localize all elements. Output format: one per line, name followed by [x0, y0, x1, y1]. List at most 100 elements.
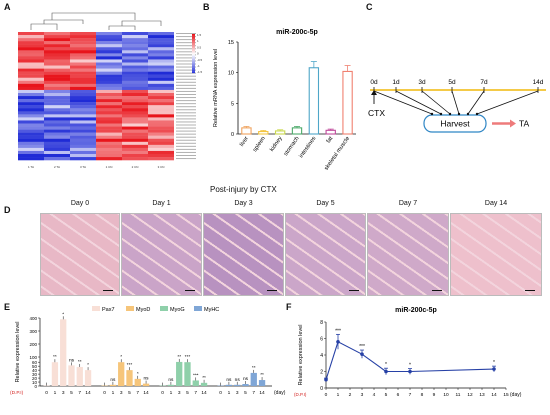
row-label-mark: [176, 75, 196, 77]
heatmap-cell: [44, 123, 70, 127]
heatmap-cell: [44, 83, 70, 88]
row-label-mark: [176, 81, 196, 83]
heatmap-cell: [96, 68, 122, 72]
chart-e-bar: [225, 384, 233, 386]
heatmap-cell: [96, 44, 122, 48]
chart-e-bar: [109, 384, 117, 386]
heatmap-cell: [44, 99, 70, 103]
histology-image: [203, 213, 284, 296]
chart-e-x-tick-label: 3: [120, 390, 123, 396]
histology-image: [367, 213, 449, 296]
row-label-mark: [176, 84, 196, 86]
chart-e-significance: **: [202, 375, 206, 381]
tissue-expression-chart: miR-200c-5p 0 5 10 15 Relative mRNA expressio…: [213, 29, 356, 172]
chart-f-x-tick-label: 8: [421, 392, 424, 398]
row-label-mark: [176, 130, 196, 132]
chart-e-significance: **: [252, 365, 256, 371]
heatmap-cell: [70, 132, 96, 136]
heatmap-cell: [18, 99, 44, 103]
chart-e-legend-swatch: [160, 306, 168, 311]
heatmap-cell: [70, 32, 96, 36]
heatmap-cell: [18, 138, 44, 142]
heatmap-cell: [96, 62, 122, 66]
chart-b-bar: [342, 70, 353, 135]
chart-f-y-tick-label: 2: [320, 369, 323, 375]
chart-e-significance: **: [78, 359, 82, 365]
row-label-mark: [176, 139, 196, 141]
color-scale-step: [192, 70, 195, 72]
chart-b-y-tick-label: 0: [231, 132, 234, 138]
chart-f-y-tick-label: 6: [320, 336, 323, 342]
chart-e-legend-label: MyoD: [136, 307, 150, 313]
row-label-mark: [176, 112, 196, 114]
timeline-day-label: 1d: [392, 79, 400, 86]
harvest-label: Harvest: [440, 119, 470, 129]
heatmap-cell: [70, 77, 96, 81]
heatmap-cell: [96, 99, 122, 103]
heatmap-cell: [70, 150, 96, 155]
histology-image: [450, 213, 542, 296]
heatmap-cell: [18, 96, 44, 100]
chart-f-point: [408, 369, 412, 374]
heatmap-cell: [96, 65, 122, 69]
chart-e-y-tick-label: 300: [29, 329, 37, 334]
heatmap-cell: [122, 102, 148, 106]
histology-day-label: Day 5: [316, 200, 335, 207]
heatmap-cell: [18, 157, 44, 161]
heatmap-cell: [148, 135, 174, 139]
chart-f-significance: *: [493, 360, 495, 366]
chart-f-x-tick-label: 1: [337, 392, 340, 398]
chart-e-significance: ***: [127, 362, 133, 368]
color-scale-step: [192, 67, 195, 70]
heatmap-cell: [148, 68, 174, 72]
heatmap-cell: [122, 50, 148, 54]
histology-day-label: Day 7: [398, 200, 418, 207]
timeline-day-label: 0d: [370, 79, 378, 86]
chart-e-legend-swatch: [92, 306, 100, 311]
heatmap-cell: [122, 56, 148, 60]
chart-b-y-tick-label: 10: [228, 71, 234, 77]
heatmap-cell: [148, 105, 174, 109]
chart-e-x-tick-label: 3: [236, 390, 239, 396]
chart-e-x-tick-label: 1: [228, 390, 231, 396]
chart-f-y-tick-label: 0: [320, 386, 323, 392]
heatmap-cell: [70, 117, 96, 121]
chart-f-y-tick-label: 4: [320, 353, 323, 359]
color-scale-tick: 1: [197, 39, 199, 43]
heatmap-cell: [148, 53, 174, 57]
row-label-mark: [176, 33, 196, 34]
heatmap-cell: [18, 111, 44, 115]
heatmap-cell: [18, 68, 44, 72]
heatmap-cell: [44, 86, 70, 91]
heatmap-cell: [18, 47, 44, 51]
heatmap-cell: [70, 65, 96, 69]
heatmap-cell: [96, 135, 122, 139]
chart-f-x-tick-label: 6: [397, 392, 400, 398]
color-scale-tick: -0.5: [197, 58, 203, 62]
panel-letter-a: A: [4, 2, 11, 12]
chart-e-bar: [142, 383, 150, 386]
heatmap-cell: [122, 35, 148, 39]
row-label-mark: [176, 69, 196, 71]
heatmap-cell: [44, 62, 70, 66]
row-label-mark: [176, 145, 196, 147]
chart-b-bar: [274, 130, 286, 135]
heatmap-cell: [148, 65, 174, 69]
color-scale-step: [192, 35, 195, 37]
heatmap-cells: [18, 32, 174, 161]
row-label-mark: [176, 51, 196, 53]
heatmap-cell: [122, 71, 148, 75]
chart-e-y-tick-label: 30: [32, 372, 38, 377]
heatmap-cell: [148, 111, 174, 115]
chart-e-x-prefix: (D.P.I): [10, 390, 24, 396]
row-label-mark: [176, 57, 196, 59]
heatmap-cell: [96, 96, 122, 100]
heatmap-cell: [96, 132, 122, 136]
color-scale-step: [192, 34, 195, 36]
heatmap-cell: [122, 62, 148, 66]
histology-day-label: Day 1: [152, 200, 171, 207]
chart-f-x-prefix: (D.P.I): [294, 392, 307, 397]
color-scale-step: [192, 48, 195, 50]
timeline-day-label: 7d: [480, 79, 488, 86]
chart-e-significance: ***: [193, 372, 199, 378]
